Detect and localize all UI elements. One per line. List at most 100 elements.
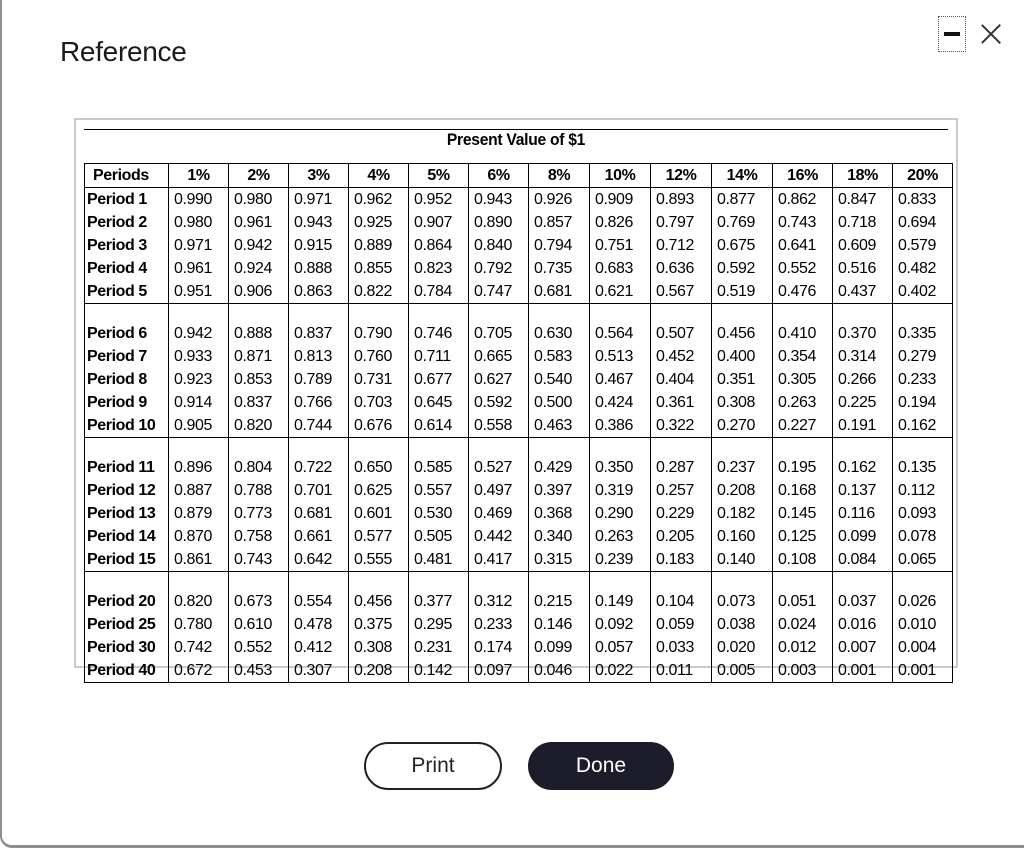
pv-cell: 0.942	[168, 322, 229, 345]
period-label: Period 10	[84, 414, 169, 438]
pv-cell: 0.731	[348, 368, 409, 391]
table-row: Period 1 0.990 0.980 0.971 0.962 0.952 0.943 0.…	[84, 187, 953, 211]
pv-cell: 0.104	[650, 590, 712, 613]
pv-cell: 0.609	[832, 234, 893, 257]
pv-cell: 0.453	[228, 659, 289, 683]
done-button[interactable]: Done	[528, 742, 674, 790]
pv-cell: 0.926	[528, 187, 590, 211]
spacer-cell	[468, 303, 529, 322]
table-row: Period 5 0.951 0.906 0.863 0.822 0.784 0.747 0.…	[84, 280, 953, 304]
spacer-cell	[772, 437, 833, 456]
pv-cell: 0.287	[650, 456, 712, 479]
pv-cell: 0.925	[348, 211, 409, 234]
period-label: Period 4	[84, 257, 169, 280]
pv-cell: 0.677	[408, 368, 469, 391]
pv-cell: 0.191	[832, 414, 893, 438]
pv-cell: 0.673	[228, 590, 289, 613]
pv-cell: 0.016	[832, 613, 893, 636]
pv-cell: 0.073	[711, 590, 773, 613]
pv-cell: 0.822	[348, 280, 409, 304]
pv-cell: 0.672	[168, 659, 229, 683]
period-group: Period 6 0.942 0.888 0.837 0.790 0.746 0.705 0.…	[84, 303, 953, 438]
pv-cell: 0.093	[892, 502, 953, 525]
pv-cell: 0.266	[832, 368, 893, 391]
group-spacer	[84, 571, 953, 590]
pv-cell: 0.861	[168, 548, 229, 572]
table-row: Period 14 0.870 0.758 0.661 0.577 0.505 0.442 0…	[84, 525, 953, 548]
dialog-title: Reference	[60, 36, 187, 67]
pv-cell: 0.168	[772, 479, 833, 502]
pv-cell: 0.797	[650, 211, 712, 234]
pv-cell: 0.361	[650, 391, 712, 414]
spacer-cell	[408, 303, 469, 322]
header-rate: 3%	[288, 163, 349, 188]
pv-cell: 0.033	[650, 636, 712, 659]
pv-cell: 0.057	[589, 636, 651, 659]
pv-cell: 0.001	[832, 659, 893, 683]
pv-cell: 0.530	[408, 502, 469, 525]
pv-cell: 0.583	[528, 345, 590, 368]
pv-cell: 0.751	[589, 234, 651, 257]
pv-cell: 0.404	[650, 368, 712, 391]
period-label: Period 8	[84, 368, 169, 391]
pv-cell: 0.500	[528, 391, 590, 414]
pv-cell: 0.889	[348, 234, 409, 257]
pv-cell: 0.790	[348, 322, 409, 345]
pv-cell: 0.847	[832, 187, 893, 211]
print-button[interactable]: Print	[364, 742, 502, 790]
pv-cell: 0.037	[832, 590, 893, 613]
pv-cell: 0.183	[650, 548, 712, 572]
period-label: Period 40	[84, 659, 169, 683]
pv-cell: 0.705	[468, 322, 529, 345]
pv-cell: 0.971	[288, 187, 349, 211]
pv-cell: 0.980	[168, 211, 229, 234]
pv-cell: 0.683	[589, 257, 651, 280]
table-title: Present Value of $1	[446, 130, 586, 149]
pv-cell: 0.641	[772, 234, 833, 257]
pv-cell: 0.263	[589, 525, 651, 548]
pv-cell: 0.146	[528, 613, 590, 636]
spacer-cell	[589, 303, 651, 322]
pv-cell: 0.174	[468, 636, 529, 659]
pv-cell: 0.295	[408, 613, 469, 636]
pv-cell: 0.942	[228, 234, 289, 257]
pv-cell: 0.853	[228, 368, 289, 391]
pv-cell: 0.813	[288, 345, 349, 368]
spacer-cell	[288, 437, 349, 456]
pv-cell: 0.397	[528, 479, 590, 502]
pv-cell: 0.792	[468, 257, 529, 280]
window-controls	[938, 16, 1006, 52]
table-row: Period 10 0.905 0.820 0.744 0.676 0.614 0.558 0…	[84, 414, 953, 438]
header-rate: 12%	[650, 163, 712, 188]
pv-cell: 0.375	[348, 613, 409, 636]
period-label: Period 5	[84, 280, 169, 304]
pv-cell: 0.116	[832, 502, 893, 525]
pv-cell: 0.788	[228, 479, 289, 502]
pv-cell: 0.735	[528, 257, 590, 280]
pv-cell: 0.794	[528, 234, 590, 257]
pv-cell: 0.402	[892, 280, 953, 304]
pv-cell: 0.923	[168, 368, 229, 391]
pv-cell: 0.022	[589, 659, 651, 683]
spacer-cell	[772, 571, 833, 590]
spacer-cell	[408, 437, 469, 456]
spacer-cell	[711, 303, 773, 322]
pv-cell: 0.701	[288, 479, 349, 502]
spacer-cell	[228, 571, 289, 590]
pv-cell: 0.675	[711, 234, 773, 257]
pv-cell: 0.452	[650, 345, 712, 368]
pv-cell: 0.567	[650, 280, 712, 304]
pv-cell: 0.951	[168, 280, 229, 304]
spacer-cell	[832, 437, 893, 456]
table-row: Period 6 0.942 0.888 0.837 0.790 0.746 0.705 0.…	[84, 322, 953, 345]
spacer-cell	[832, 303, 893, 322]
pv-cell: 0.636	[650, 257, 712, 280]
minimize-icon[interactable]	[938, 16, 966, 52]
pv-cell: 0.681	[528, 280, 590, 304]
spacer-cell	[84, 571, 169, 590]
pv-cell: 0.742	[168, 636, 229, 659]
spacer-cell	[772, 303, 833, 322]
close-icon[interactable]	[978, 20, 1006, 48]
table-row: Period 9 0.914 0.837 0.766 0.703 0.645 0.592 0.…	[84, 391, 953, 414]
